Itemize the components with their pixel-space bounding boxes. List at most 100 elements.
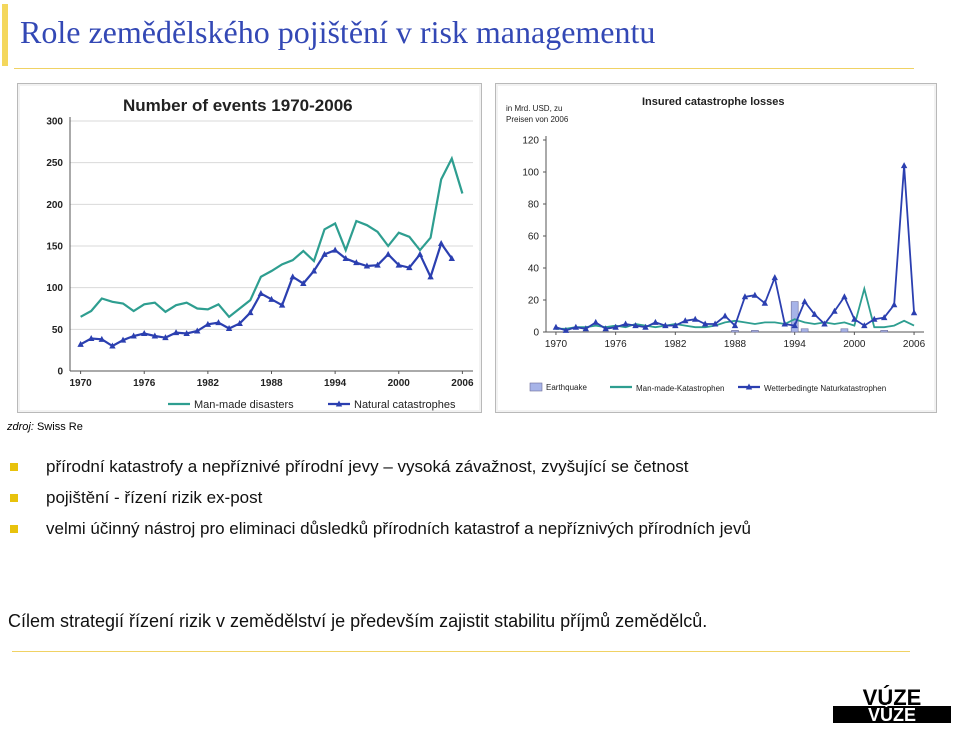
earthquake-bar: [840, 328, 849, 333]
slide-title: Role zemědělského pojištění v risk manag…: [20, 14, 656, 50]
y-tick-label: 250: [46, 158, 63, 169]
series-point: [130, 332, 137, 339]
series-point: [172, 329, 180, 336]
series-point: [437, 240, 445, 246]
source-note: zdroj: Swiss Re: [7, 421, 83, 433]
series-point: [416, 250, 424, 257]
x-tick-label: 2006: [451, 378, 474, 389]
series-point: [215, 319, 222, 326]
bullet-square-icon: [10, 525, 18, 533]
series-point: [427, 273, 434, 280]
source-name: Swiss Re: [36, 421, 83, 433]
series-point: [236, 320, 243, 326]
series-point: [183, 330, 190, 336]
series-point: [672, 322, 679, 329]
chart-title: Insured catastrophe losses: [642, 96, 784, 108]
series-point: [622, 320, 629, 327]
x-tick-label: 1976: [605, 339, 628, 350]
series-point: [353, 259, 360, 266]
x-tick-label: 1988: [260, 378, 283, 389]
y-tick-label: 20: [528, 296, 540, 307]
series-point: [342, 255, 349, 261]
series-point: [119, 336, 127, 343]
bullet-item: přírodní katastrofy a nepříznivé přírodn…: [10, 456, 940, 478]
x-tick-label: 2000: [843, 339, 866, 350]
series-point: [395, 261, 402, 268]
series-point: [821, 320, 828, 327]
series-point: [562, 326, 570, 333]
y-tick-label: 150: [46, 242, 63, 253]
earthquake-bar: [880, 330, 889, 333]
series-point: [268, 295, 275, 302]
y-tick-label: 40: [528, 264, 540, 275]
series-point: [612, 323, 619, 330]
series-point: [88, 335, 95, 341]
series-point: [278, 301, 286, 308]
series-point: [801, 298, 808, 305]
x-tick-label: 1982: [664, 339, 687, 350]
unit-note: in Mrd. USD, zu: [506, 104, 562, 113]
y-tick-label: 0: [57, 367, 63, 378]
chart-title: Number of events 1970-2006: [123, 96, 353, 115]
y-tick-label: 50: [52, 325, 64, 336]
y-tick-label: 300: [46, 117, 63, 128]
series-point: [552, 323, 560, 330]
conclusion-text: Cílem strategií řízení rizik v zemědělst…: [8, 611, 708, 631]
series-point: [771, 274, 778, 281]
x-tick-label: 1976: [133, 378, 156, 389]
y-tick-label: 80: [528, 200, 540, 211]
series-point: [300, 280, 307, 286]
series-point: [406, 264, 413, 271]
series-point: [881, 314, 888, 321]
vuze-logo-text-top: VÚZE: [863, 685, 922, 710]
series-point: [701, 320, 709, 327]
title-bar: Role zemědělského pojištění v risk manag…: [0, 0, 960, 70]
title-underline: [14, 68, 914, 69]
series-point: [751, 291, 759, 298]
number-of-events-svg: Number of events 1970-2006 0 50 100 150 200 25…: [46, 96, 474, 411]
series-point: [194, 327, 201, 334]
earthquake-bar: [731, 330, 739, 333]
x-tick-label: 1994: [324, 378, 347, 389]
y-tick-label: 120: [522, 136, 539, 147]
series-point: [711, 320, 719, 327]
series-point: [257, 290, 265, 296]
vuze-logo-text-bottom: VÚZE: [868, 704, 916, 725]
x-tick-label: 1970: [69, 378, 92, 389]
bullet-list: přírodní katastrofy a nepříznivé přírodn…: [10, 456, 940, 549]
series-point: [761, 299, 769, 306]
bullet-square-icon: [10, 463, 18, 471]
series-line: [80, 155, 464, 319]
y-tick-label: 0: [533, 328, 539, 339]
series-point: [682, 317, 689, 324]
legend-label: Natural catastrophes: [354, 399, 456, 411]
series-point: [831, 307, 838, 314]
series-point: [721, 312, 729, 319]
legend-label: Wetterbedingte Naturkatastrophen: [764, 384, 886, 393]
series-point: [592, 318, 599, 325]
series-point: [374, 261, 381, 268]
y-tick-label: 200: [46, 200, 63, 211]
x-tick-label: 2006: [903, 339, 926, 350]
series-point: [384, 250, 392, 257]
bullet-text: přírodní katastrofy a nepříznivé přírodn…: [46, 457, 689, 476]
series-point: [225, 325, 233, 331]
bottom-divider: [12, 651, 910, 652]
series-point: [141, 330, 148, 336]
y-tick-label: 60: [528, 232, 540, 243]
series-point: [861, 322, 868, 329]
series-point: [632, 322, 639, 329]
bullet-text: pojištění - řízení rizik ex-post: [46, 488, 263, 507]
x-tick-label: 1994: [784, 339, 807, 350]
series-point: [781, 320, 788, 327]
source-prefix: zdroj:: [7, 421, 34, 433]
series-point: [310, 267, 318, 274]
earthquake-bar: [800, 328, 809, 333]
legend-swatch: [529, 382, 543, 392]
series-point: [642, 323, 649, 330]
series-point: [572, 323, 580, 330]
series-point: [98, 335, 106, 342]
series-point: [204, 320, 212, 327]
x-tick-label: 1982: [197, 378, 220, 389]
series-point: [890, 301, 898, 308]
